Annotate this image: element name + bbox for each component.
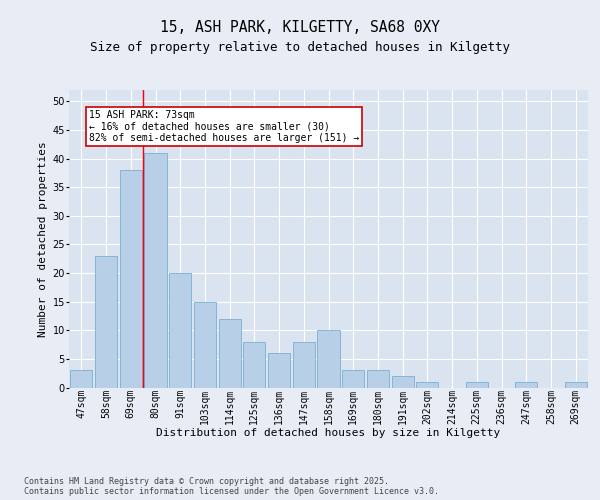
- Bar: [515, 382, 538, 388]
- Text: Size of property relative to detached houses in Kilgetty: Size of property relative to detached ho…: [90, 41, 510, 54]
- Bar: [268, 353, 290, 388]
- Text: 15 ASH PARK: 73sqm
← 16% of detached houses are smaller (30)
82% of semi-detache: 15 ASH PARK: 73sqm ← 16% of detached hou…: [89, 110, 359, 143]
- Bar: [70, 370, 92, 388]
- Bar: [293, 342, 315, 388]
- Bar: [392, 376, 414, 388]
- Text: Contains public sector information licensed under the Open Government Licence v3: Contains public sector information licen…: [24, 486, 439, 496]
- X-axis label: Distribution of detached houses by size in Kilgetty: Distribution of detached houses by size …: [157, 428, 500, 438]
- Bar: [565, 382, 587, 388]
- Bar: [169, 273, 191, 388]
- Bar: [218, 319, 241, 388]
- Bar: [95, 256, 117, 388]
- Bar: [145, 153, 167, 388]
- Y-axis label: Number of detached properties: Number of detached properties: [38, 141, 48, 336]
- Bar: [342, 370, 364, 388]
- Bar: [243, 342, 265, 388]
- Text: Contains HM Land Registry data © Crown copyright and database right 2025.: Contains HM Land Registry data © Crown c…: [24, 476, 389, 486]
- Bar: [466, 382, 488, 388]
- Text: 15, ASH PARK, KILGETTY, SA68 0XY: 15, ASH PARK, KILGETTY, SA68 0XY: [160, 20, 440, 35]
- Bar: [317, 330, 340, 388]
- Bar: [367, 370, 389, 388]
- Bar: [416, 382, 439, 388]
- Bar: [194, 302, 216, 388]
- Bar: [119, 170, 142, 388]
